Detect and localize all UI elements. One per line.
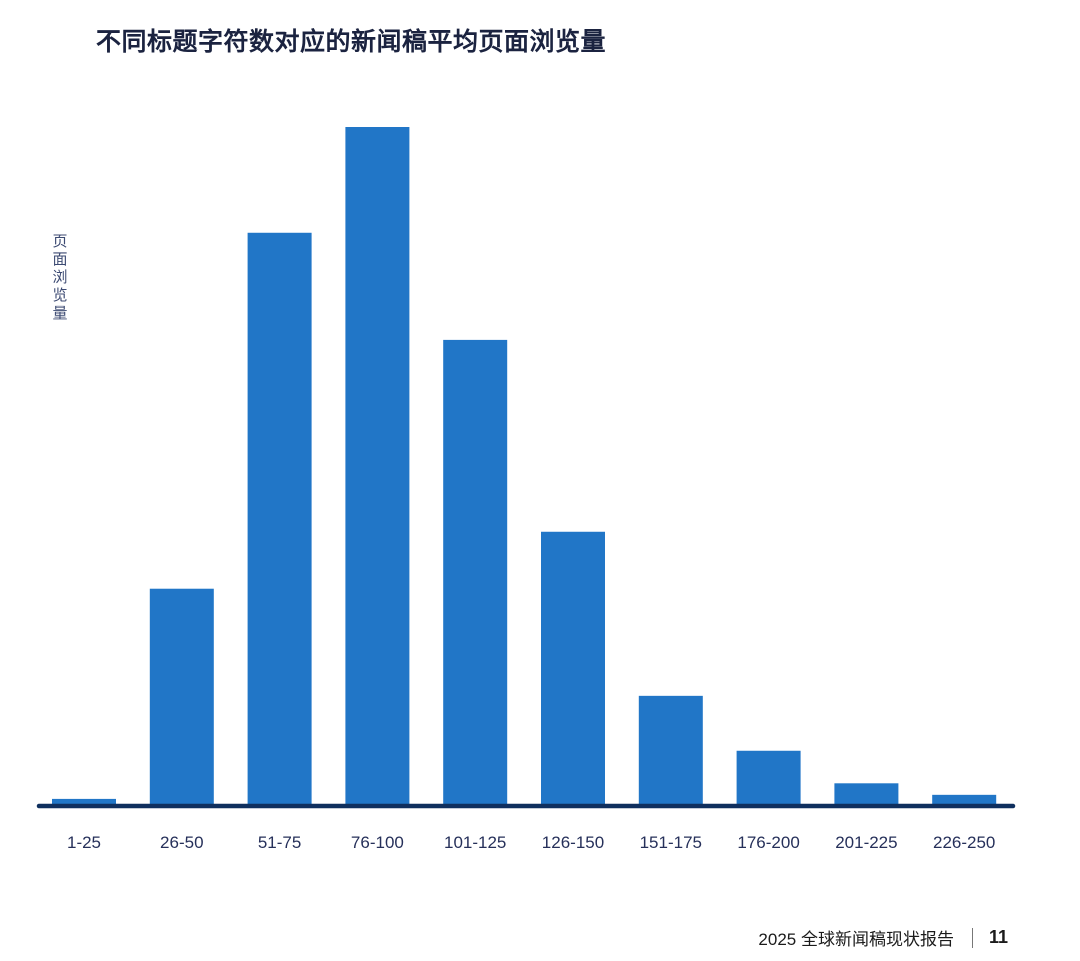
x-tick-label: 176-200 (737, 833, 799, 852)
bar-26-50 (149, 588, 214, 805)
x-tick-label: 226-250 (933, 833, 995, 852)
bar-176-200 (736, 750, 801, 805)
footer-divider (971, 927, 973, 948)
chart-title: 不同标题字符数对应的新闻稿平均页面浏览量 (96, 27, 607, 56)
bar-101-125 (443, 339, 508, 805)
bar-76-100 (345, 127, 410, 805)
x-tick-label: 1-25 (67, 833, 101, 852)
bar-51-75 (247, 232, 312, 805)
x-tick-label: 26-50 (160, 833, 203, 852)
y-axis-label: 页面浏览量 (52, 232, 68, 322)
bar-126-150 (541, 531, 605, 805)
x-tick-label: 151-175 (640, 833, 702, 852)
page-number: 11 (988, 927, 1008, 947)
x-tick-label: 76-100 (351, 833, 404, 852)
bar-151-175 (638, 695, 703, 805)
report-name: 2025 全球新闻稿现状报告 (758, 930, 954, 949)
footer: 2025 全球新闻稿现状报告 11 (758, 925, 1008, 950)
x-tick-label: 101-125 (444, 833, 506, 852)
bar-201-225 (834, 783, 899, 805)
x-tick-label: 126-150 (542, 833, 604, 852)
bar-226-250 (932, 794, 997, 805)
x-tick-label: 201-225 (835, 833, 897, 852)
bar-1-25 (52, 798, 116, 805)
x-tick-label: 51-75 (258, 833, 301, 852)
